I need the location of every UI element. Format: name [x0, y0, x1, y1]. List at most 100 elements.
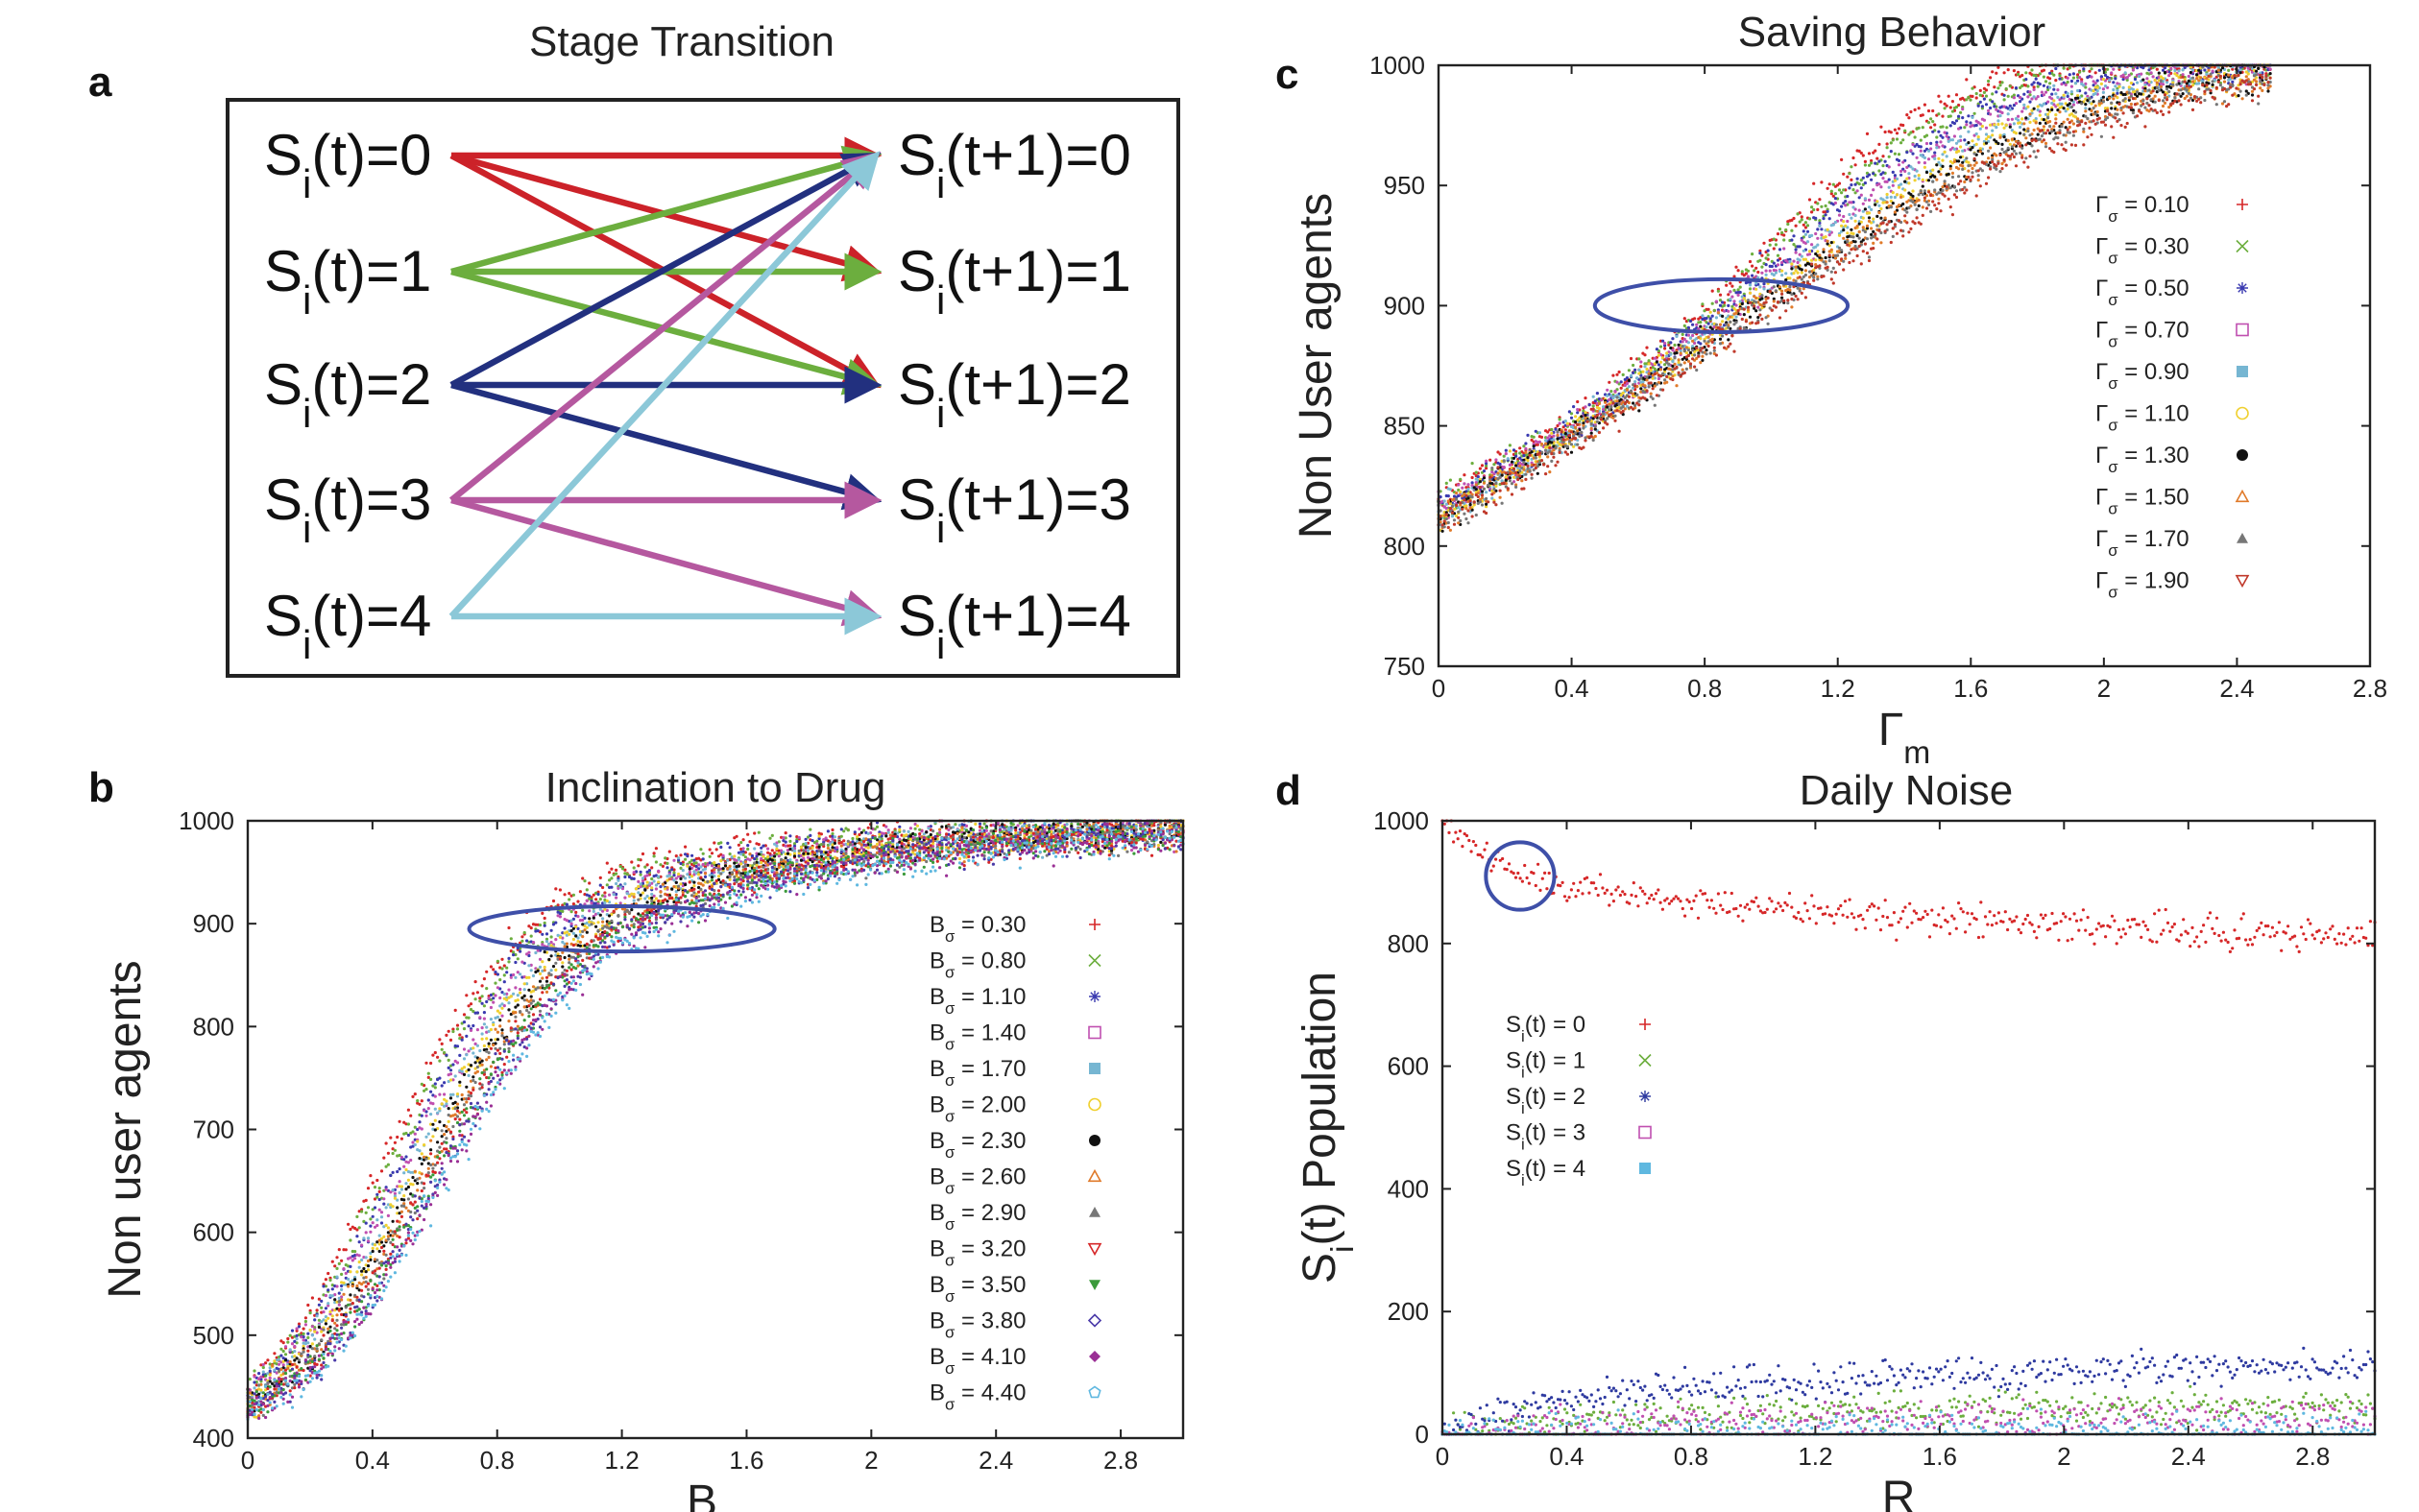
data-point [436, 1140, 440, 1144]
data-point [733, 854, 737, 858]
data-point [605, 899, 609, 903]
data-point [971, 835, 976, 839]
data-point [851, 836, 855, 841]
data-point [563, 984, 567, 988]
data-point [360, 1243, 364, 1247]
data-point [391, 1205, 395, 1209]
chart-title: Inclination to Drug [545, 764, 886, 811]
data-point [544, 937, 549, 941]
data-point [273, 1352, 277, 1356]
data-point [677, 856, 681, 860]
data-point [458, 1080, 462, 1084]
data-point [627, 926, 632, 930]
data-point [362, 1266, 366, 1271]
next-stage-label: Si(t+1)=2 [898, 352, 1131, 436]
data-point [507, 1046, 511, 1050]
data-point [514, 1005, 518, 1009]
data-point [1149, 853, 1154, 857]
data-point [492, 968, 496, 972]
data-point [902, 847, 907, 851]
data-point [436, 1055, 440, 1059]
data-point [492, 996, 496, 1000]
data-point [516, 957, 520, 961]
data-point [784, 889, 787, 894]
data-point [859, 830, 863, 834]
data-point [849, 860, 853, 864]
data-point [549, 928, 553, 932]
data-point [608, 945, 612, 948]
data-point [355, 1284, 359, 1288]
data-point [440, 1042, 444, 1045]
data-point [445, 1140, 448, 1144]
data-point [913, 827, 917, 830]
data-point [335, 1313, 339, 1317]
data-point [377, 1275, 381, 1279]
data-point [268, 1369, 272, 1373]
data-point [268, 1362, 272, 1366]
data-point [377, 1187, 381, 1190]
data-point [1176, 832, 1180, 836]
data-point [320, 1348, 324, 1352]
data-point [701, 883, 705, 887]
transition-arrows [448, 136, 883, 636]
data-point [1028, 835, 1031, 839]
data-point [558, 915, 563, 919]
data-point [563, 926, 567, 930]
data-point [431, 1084, 435, 1088]
data-point [364, 1284, 368, 1288]
data-point [1078, 847, 1082, 852]
data-point [578, 944, 583, 948]
data-point [429, 1175, 433, 1179]
data-point [907, 850, 910, 853]
data-point [344, 1312, 348, 1316]
data-point [799, 872, 804, 876]
data-point [762, 844, 765, 848]
data-point [601, 920, 605, 924]
data-point [433, 1082, 437, 1086]
data-point [480, 1032, 484, 1036]
data-point [558, 888, 563, 892]
data-point [538, 997, 543, 1001]
data-point [426, 1107, 430, 1111]
data-point [455, 1044, 460, 1048]
data-point [543, 924, 546, 927]
data-point [295, 1327, 299, 1331]
data-point [795, 835, 799, 839]
data-point [498, 1019, 502, 1022]
data-point [335, 1284, 339, 1288]
data-point [762, 859, 765, 863]
series-points [246, 819, 1185, 1401]
data-point [498, 1051, 502, 1055]
data-point [494, 1027, 497, 1031]
data-point [268, 1385, 272, 1389]
data-point [831, 856, 835, 860]
data-point [398, 1225, 401, 1229]
data-point [650, 866, 654, 870]
data-point [369, 1255, 373, 1259]
data-point [377, 1249, 381, 1254]
data-point [690, 853, 694, 857]
data-point [522, 988, 526, 992]
data-point [413, 1194, 417, 1198]
next-stage-label: Si(t+1)=1 [898, 239, 1131, 323]
data-point [697, 873, 701, 876]
data-point [886, 841, 890, 845]
data-point [672, 885, 676, 889]
data-point [500, 1073, 504, 1077]
data-point [1018, 831, 1022, 835]
data-point [360, 1273, 364, 1277]
data-point [741, 850, 745, 853]
data-point [701, 852, 705, 855]
data-point [266, 1410, 270, 1414]
data-point [1034, 828, 1038, 831]
data-point [884, 834, 888, 838]
data-point [480, 984, 484, 988]
data-point [719, 859, 723, 863]
data-point [475, 1028, 479, 1032]
data-point [420, 1188, 423, 1193]
data-point [692, 880, 696, 884]
data-point [438, 1092, 442, 1096]
data-point [770, 865, 774, 870]
data-point [295, 1365, 299, 1369]
data-point [337, 1300, 341, 1304]
